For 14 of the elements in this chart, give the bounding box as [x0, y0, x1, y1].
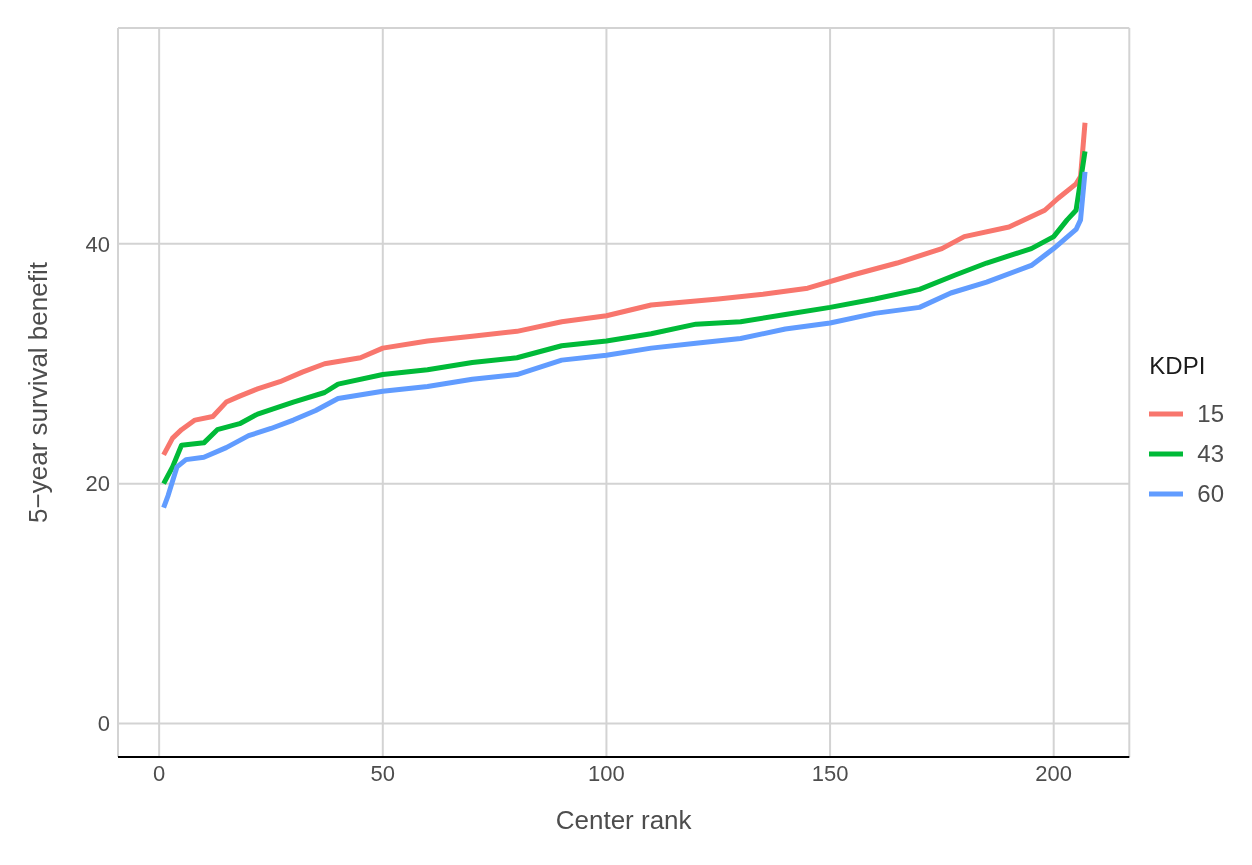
x-tick-label: 150 — [811, 760, 849, 786]
y-tick-label: 20 — [85, 471, 110, 497]
x-tick-label: 50 — [370, 760, 396, 786]
x-axis-title: Center rank — [555, 805, 693, 835]
legend-label: 43 — [1197, 439, 1224, 468]
legend-label: 15 — [1197, 399, 1224, 428]
x-tick-label: 200 — [1035, 760, 1073, 786]
legend-title: KDPI — [1149, 351, 1207, 380]
y-tick-label: 40 — [85, 231, 110, 257]
y-tick-label: 0 — [97, 711, 110, 737]
x-tick-label: 0 — [153, 760, 166, 786]
x-tick-label: 100 — [588, 760, 625, 786]
legend-label: 60 — [1197, 479, 1224, 508]
y-axis-title: 5−year survival benefit — [23, 261, 54, 523]
